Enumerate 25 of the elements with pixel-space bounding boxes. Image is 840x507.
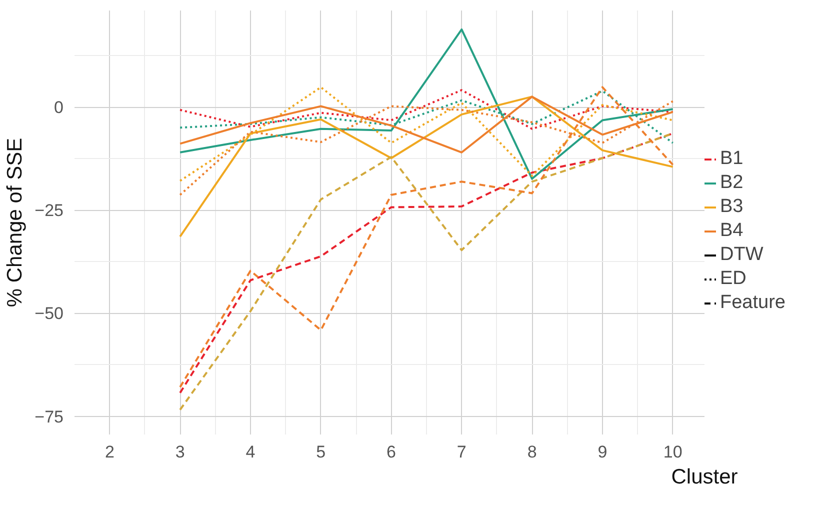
y-tick-label: −50 (34, 304, 64, 324)
line-series (179, 89, 674, 130)
legend-label: B3 (720, 196, 744, 218)
x-tick-label: 10 (663, 442, 682, 462)
text: ED (720, 268, 746, 290)
y-axis-title: % Change of SSE (4, 138, 27, 308)
text: Feature (720, 292, 786, 314)
x-tick-label: 4 (246, 442, 256, 462)
x-tick-label: 9 (598, 442, 608, 462)
x-tick-label: 7 (456, 442, 466, 462)
line-series (179, 28, 674, 180)
legend-label: B4 (720, 220, 744, 242)
y-tick-label: 0 (54, 98, 64, 118)
y-tick-label: −75 (34, 407, 64, 426)
x-tick-label: 3 (175, 442, 185, 462)
y-tick-label: −25 (34, 201, 64, 220)
x-tick-label: 5 (316, 442, 326, 462)
legend-label: B2 (720, 172, 744, 194)
x-tick-label: 8 (527, 442, 537, 462)
x-tick-label: 2 (104, 442, 114, 462)
x-tick-label: 6 (386, 442, 396, 462)
line-series (179, 86, 674, 388)
text: DTW (720, 244, 764, 266)
x-axis-title: Cluster (671, 466, 738, 488)
legend-label: B1 (720, 148, 744, 170)
